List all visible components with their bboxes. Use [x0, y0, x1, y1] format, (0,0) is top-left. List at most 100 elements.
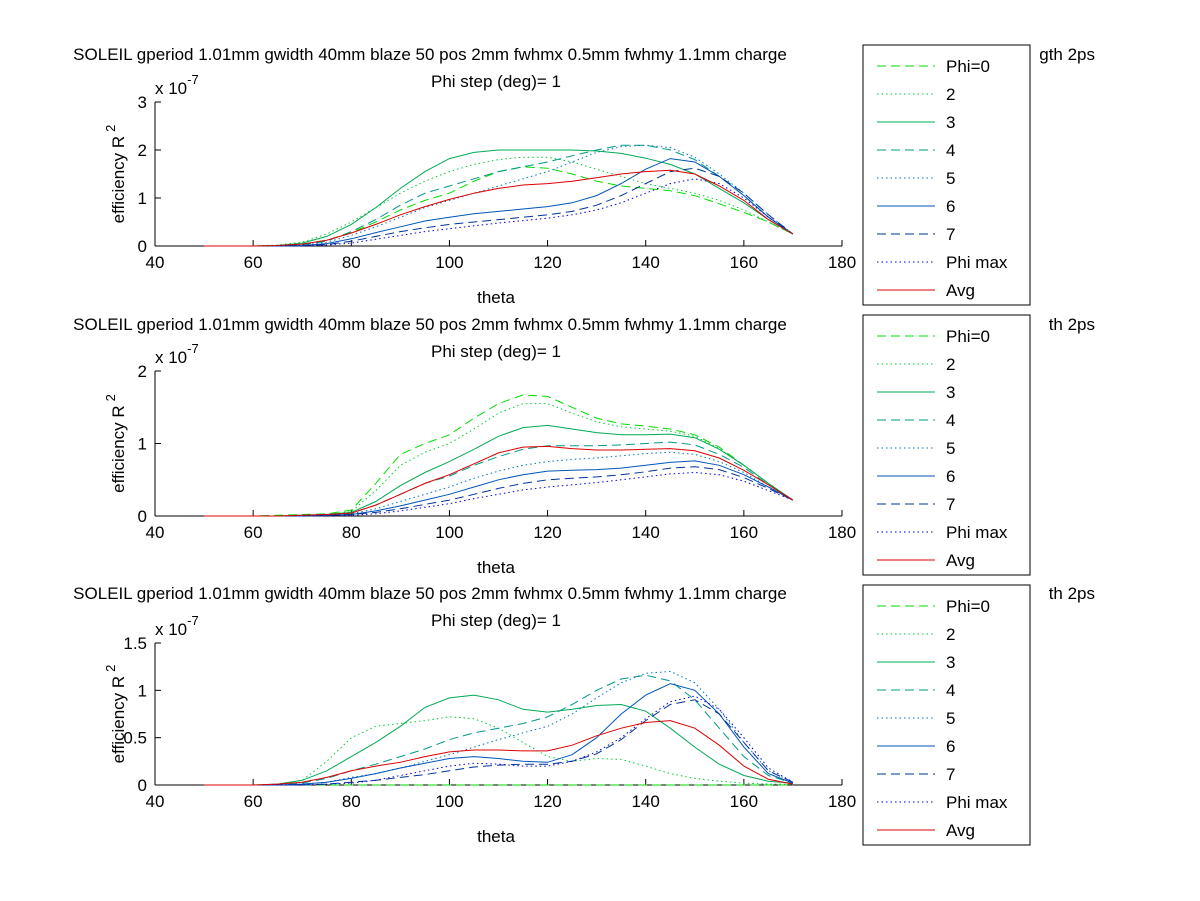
series-line-7 [204, 699, 794, 786]
y-tick-label: 1 [138, 189, 147, 208]
y-tick-label: 1 [138, 435, 147, 454]
x-tick-label: 160 [730, 523, 758, 542]
y-multiplier-base: x 10 [155, 79, 187, 98]
y-axis-label-text: efficiency R [109, 405, 128, 493]
legend-entry-label: 2 [946, 355, 955, 374]
y-multiplier-exponent: -7 [187, 341, 199, 356]
series-line-5 [204, 670, 794, 786]
legend-entry-label: Avg [946, 551, 975, 570]
legend: Phi=0 2 3 4 5 6 7 Phi max Avg [862, 584, 1031, 846]
legend-entry-label: 3 [946, 113, 955, 132]
y-axis-label-text: efficiency R [109, 676, 128, 764]
y-axis-label-sup: 2 [103, 394, 118, 401]
legend-entry-label: 4 [946, 681, 955, 700]
x-tick-label: 160 [730, 792, 758, 811]
x-axis-label: theta [477, 827, 515, 846]
legend-entry-label: 6 [946, 737, 955, 756]
series-line-3 [204, 694, 793, 786]
x-axis-label: theta [477, 558, 515, 577]
y-multiplier-base: x 10 [155, 348, 187, 367]
chart-title: SOLEIL gperiod 1.01mm gwidth 40mm blaze … [73, 315, 787, 334]
legend-entry-label: 4 [946, 141, 955, 160]
x-tick-label: 120 [533, 253, 561, 272]
legend-entry-label: 2 [946, 625, 955, 644]
series-line-9 [204, 169, 794, 247]
y-axis-label: efficiency R 2 [103, 125, 128, 224]
y-multiplier-exponent: -7 [187, 72, 199, 87]
x-tick-label: 60 [244, 253, 263, 272]
legend-entry-label: 2 [946, 85, 955, 104]
series-line-9 [204, 445, 794, 517]
x-tick-label: 40 [146, 253, 165, 272]
x-tick-label: 140 [632, 523, 660, 542]
legend-entry-label: Phi max [946, 523, 1008, 542]
y-tick-label: 0 [138, 776, 147, 795]
legend-entry-label: Avg [946, 821, 975, 840]
x-tick-label: 80 [342, 792, 361, 811]
y-axis-label: efficiency R 2 [103, 394, 128, 493]
x-tick-label: 180 [828, 792, 856, 811]
legend-entry-label: Phi max [946, 253, 1008, 272]
x-tick-label: 40 [146, 792, 165, 811]
x-axis-label: theta [477, 288, 515, 307]
chart-subtitle: Phi step (deg)= 1 [431, 342, 561, 361]
x-tick-label: 180 [828, 523, 856, 542]
legend-entry-label: 7 [946, 225, 955, 244]
chart-panel-3: 40 60 80 100 120 140 160 180 0 0.5 1 1.5 x 10-7 SOLEI… [73, 584, 1095, 846]
y-axis-label-sup: 2 [103, 125, 118, 132]
y-multiplier: x 10-7 [155, 72, 199, 98]
legend: Phi=0 2 3 4 5 6 7 Phi max Avg [862, 314, 1031, 576]
x-tick-label: 60 [244, 523, 263, 542]
legend-entry-label: Phi=0 [946, 57, 990, 76]
y-axis-label-sup: 2 [103, 665, 118, 672]
y-tick-label: 2 [138, 141, 147, 160]
x-tick-label: 60 [244, 792, 263, 811]
y-multiplier: x 10-7 [155, 341, 199, 367]
y-tick-label: 2 [138, 362, 147, 381]
legend-entry-label: 3 [946, 653, 955, 672]
series-line-7 [204, 167, 794, 247]
chart-title: SOLEIL gperiod 1.01mm gwidth 40mm blaze … [73, 45, 787, 64]
x-tick-label: 160 [730, 253, 758, 272]
x-tick-label: 120 [533, 792, 561, 811]
chart-subtitle: Phi step (deg)= 1 [431, 611, 561, 630]
x-tick-label: 140 [632, 253, 660, 272]
x-tick-label: 40 [146, 523, 165, 542]
y-axis-label: efficiency R 2 [103, 665, 128, 764]
y-tick-label: 0 [138, 237, 147, 256]
y-tick-label: 3 [138, 93, 147, 112]
legend-entry-label: 7 [946, 765, 955, 784]
chart-title: SOLEIL gperiod 1.01mm gwidth 40mm blaze … [73, 584, 787, 603]
chart-title-tail: th 2ps [1049, 584, 1095, 603]
legend-entry-label: Phi=0 [946, 597, 990, 616]
y-tick-label: 0.5 [123, 729, 147, 748]
legend-entry-label: 6 [946, 467, 955, 486]
y-tick-label: 1 [138, 681, 147, 700]
legend-entry-label: 4 [946, 411, 955, 430]
x-tick-label: 140 [632, 792, 660, 811]
series-line-6 [204, 683, 794, 786]
legend-entry-label: 3 [946, 383, 955, 402]
series-line-7 [204, 466, 794, 517]
y-multiplier: x 10-7 [155, 613, 199, 639]
x-tick-label: 100 [435, 792, 463, 811]
chart-panel-1: 40 60 80 100 120 140 160 180 0 1 2 3 x 10-7 SOLEIL gp… [73, 44, 1095, 307]
legend-entry-label: 5 [946, 169, 955, 188]
series-line-4 [204, 674, 794, 786]
legend-entry-label: Avg [946, 281, 975, 300]
legend: Phi=0 2 3 4 5 6 7 Phi max Avg [862, 44, 1031, 306]
x-tick-label: 80 [342, 253, 361, 272]
y-multiplier-base: x 10 [155, 620, 187, 639]
series-line-1 [204, 394, 794, 517]
y-multiplier-exponent: -7 [187, 613, 199, 628]
chart-panel-2: 40 60 80 100 120 140 160 180 0 1 2 x 10-7 SOLEIL gpe… [73, 314, 1095, 577]
legend-entry-label: 5 [946, 439, 955, 458]
chart-title-tail: th 2ps [1049, 315, 1095, 334]
x-tick-label: 180 [828, 253, 856, 272]
x-tick-label: 100 [435, 253, 463, 272]
legend-entry-label: Phi max [946, 793, 1008, 812]
chart-subtitle: Phi step (deg)= 1 [431, 72, 561, 91]
chart-title-tail: gth 2ps [1039, 45, 1095, 64]
x-tick-label: 100 [435, 523, 463, 542]
